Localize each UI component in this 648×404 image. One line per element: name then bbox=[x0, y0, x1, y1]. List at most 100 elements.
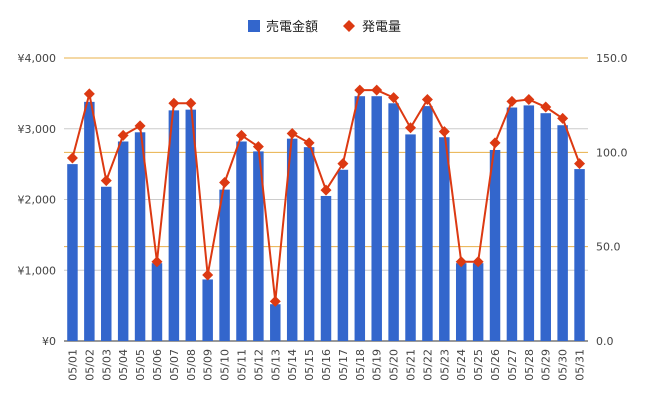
y-left-tick-label: ¥0 bbox=[42, 335, 56, 348]
bar bbox=[286, 138, 298, 341]
line-point bbox=[252, 141, 264, 153]
line-point bbox=[354, 84, 366, 96]
x-tick-label: 05/13 bbox=[269, 349, 282, 381]
y-left-tick-label: ¥2,000 bbox=[18, 194, 57, 207]
bar bbox=[557, 125, 568, 342]
line-point bbox=[168, 97, 180, 109]
line-point bbox=[489, 137, 501, 149]
x-tick-label: 05/14 bbox=[286, 349, 299, 381]
line-point bbox=[100, 175, 112, 187]
line-point bbox=[134, 120, 146, 132]
x-tick-label: 05/31 bbox=[574, 349, 587, 381]
legend-label-line: 発電量 bbox=[362, 20, 401, 35]
bar bbox=[134, 132, 146, 341]
y-right-tick-label: 150.0 bbox=[596, 52, 628, 65]
bar bbox=[303, 147, 315, 341]
x-tick-label: 05/11 bbox=[235, 349, 248, 381]
x-tick-label: 05/28 bbox=[523, 349, 536, 381]
line-point bbox=[337, 158, 349, 170]
bar bbox=[84, 101, 95, 342]
line-point bbox=[371, 84, 383, 96]
x-tick-label: 05/07 bbox=[168, 349, 181, 381]
x-tick-label: 05/10 bbox=[219, 349, 232, 381]
line-point bbox=[438, 126, 450, 138]
x-tick-label: 05/29 bbox=[540, 349, 553, 381]
x-tick-label: 05/02 bbox=[83, 349, 96, 381]
line-point bbox=[117, 129, 129, 141]
x-tick-label: 05/21 bbox=[405, 349, 418, 381]
y-axis-right: 0.0 50.0 100.0 150.0 bbox=[596, 52, 628, 348]
x-tick-label: 05/25 bbox=[472, 349, 485, 381]
bar bbox=[472, 263, 484, 341]
x-axis: 05/01 05/02 05/03 05/04 05/05 05/06 05/07 05/08… bbox=[66, 349, 586, 381]
line-point bbox=[83, 88, 95, 100]
x-tick-label: 05/17 bbox=[337, 349, 350, 381]
bar bbox=[253, 151, 264, 341]
x-tick-label: 05/06 bbox=[151, 349, 164, 381]
x-tick-label: 05/04 bbox=[117, 349, 130, 381]
bar bbox=[337, 169, 349, 341]
bar-series bbox=[67, 96, 585, 342]
bar bbox=[574, 169, 585, 341]
bar bbox=[151, 263, 163, 341]
bar bbox=[270, 304, 281, 341]
y-right-tick-label: 0.0 bbox=[596, 335, 614, 348]
bar bbox=[371, 96, 382, 341]
x-tick-label: 05/16 bbox=[320, 349, 333, 381]
line-point bbox=[320, 184, 332, 196]
line-point bbox=[235, 129, 247, 141]
y-left-tick-label: ¥3,000 bbox=[18, 123, 57, 136]
line-point bbox=[303, 137, 315, 149]
legend: 売電金額 発電量 bbox=[248, 19, 401, 35]
line-series bbox=[66, 84, 586, 307]
line-point bbox=[506, 95, 518, 107]
x-tick-label: 05/23 bbox=[438, 349, 451, 381]
line-point bbox=[574, 158, 586, 170]
bar bbox=[236, 141, 247, 341]
y-left-tick-label: ¥1,000 bbox=[18, 264, 57, 277]
bar bbox=[117, 141, 129, 341]
line-point bbox=[472, 256, 484, 268]
y-right-tick-label: 100.0 bbox=[596, 146, 628, 159]
line-point bbox=[540, 101, 552, 113]
bar bbox=[405, 134, 416, 341]
line-point bbox=[185, 97, 197, 109]
x-tick-label: 05/24 bbox=[455, 349, 468, 381]
legend-swatch-line bbox=[343, 20, 355, 32]
x-tick-label: 05/01 bbox=[66, 349, 79, 381]
bar bbox=[489, 149, 501, 341]
line-point bbox=[202, 269, 214, 281]
bar bbox=[168, 110, 180, 341]
line-point bbox=[405, 122, 417, 134]
line-point bbox=[523, 94, 535, 106]
bar bbox=[67, 164, 78, 341]
bar bbox=[455, 263, 467, 341]
bar bbox=[202, 279, 213, 341]
x-tick-label: 05/15 bbox=[303, 349, 316, 381]
line-point bbox=[455, 256, 467, 268]
x-tick-label: 05/18 bbox=[354, 349, 367, 381]
bar bbox=[354, 96, 366, 341]
x-tick-label: 05/20 bbox=[388, 349, 401, 381]
bar bbox=[422, 106, 433, 341]
x-tick-label: 05/27 bbox=[506, 349, 519, 381]
legend-label-bar: 売電金額 bbox=[266, 19, 318, 35]
x-tick-label: 05/26 bbox=[489, 349, 502, 381]
x-tick-label: 05/22 bbox=[421, 349, 434, 381]
bar bbox=[320, 195, 332, 341]
line-point bbox=[388, 92, 400, 104]
x-tick-label: 05/08 bbox=[185, 349, 198, 381]
line-point bbox=[219, 177, 231, 189]
line-point bbox=[269, 295, 281, 307]
bar bbox=[219, 189, 230, 341]
x-tick-label: 05/03 bbox=[100, 349, 113, 381]
x-tick-label: 05/12 bbox=[252, 349, 265, 381]
line-point bbox=[421, 94, 433, 106]
y-axis-left: ¥0 ¥1,000 ¥2,000 ¥3,000 ¥4,000 bbox=[18, 52, 57, 348]
bar bbox=[506, 107, 518, 342]
y-right-tick-label: 50.0 bbox=[596, 241, 621, 254]
bar bbox=[185, 109, 197, 342]
bar bbox=[439, 137, 450, 341]
x-tick-label: 05/19 bbox=[371, 349, 384, 381]
